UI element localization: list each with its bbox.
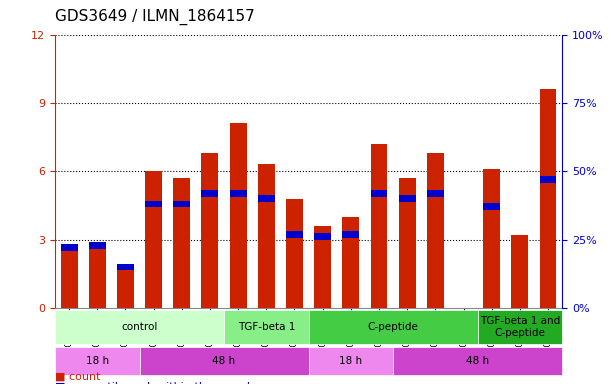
Bar	[483, 169, 500, 308]
Text: TGF-beta 1 and
C-peptide: TGF-beta 1 and C-peptide	[480, 316, 560, 338]
Bar	[145, 201, 162, 207]
Bar	[89, 244, 106, 308]
Bar	[286, 199, 303, 308]
Bar	[342, 217, 359, 308]
Bar	[370, 190, 387, 197]
Bar	[89, 242, 106, 248]
Bar	[399, 178, 415, 308]
Bar	[202, 153, 218, 308]
Bar	[427, 153, 444, 308]
Text: 18 h: 18 h	[86, 356, 109, 366]
Bar	[174, 201, 190, 207]
Bar	[258, 164, 275, 308]
Bar	[314, 233, 331, 240]
Text: GDS3649 / ILMN_1864157: GDS3649 / ILMN_1864157	[55, 9, 255, 25]
Bar	[427, 190, 444, 197]
Bar	[370, 144, 387, 308]
Text: ■ count: ■ count	[55, 372, 100, 382]
Bar	[117, 269, 134, 308]
FancyBboxPatch shape	[224, 310, 309, 344]
FancyBboxPatch shape	[55, 310, 224, 344]
Bar	[258, 195, 275, 202]
FancyBboxPatch shape	[478, 310, 562, 344]
FancyBboxPatch shape	[393, 347, 562, 375]
FancyBboxPatch shape	[139, 347, 309, 375]
Bar	[230, 123, 247, 308]
Bar	[511, 235, 529, 308]
Text: 48 h: 48 h	[466, 356, 489, 366]
Text: control: control	[122, 322, 158, 332]
Bar	[174, 178, 190, 308]
Bar	[145, 171, 162, 308]
Bar	[60, 244, 78, 251]
Text: ■ percentile rank within the sample: ■ percentile rank within the sample	[55, 382, 257, 384]
Bar	[342, 231, 359, 238]
Text: C-peptide: C-peptide	[368, 322, 419, 332]
Bar	[483, 204, 500, 210]
Bar	[286, 231, 303, 238]
Bar	[202, 190, 218, 197]
Text: 48 h: 48 h	[213, 356, 236, 366]
FancyBboxPatch shape	[55, 347, 139, 375]
Bar	[230, 190, 247, 197]
Text: TGF-beta 1: TGF-beta 1	[238, 322, 295, 332]
Bar	[314, 226, 331, 308]
Bar	[540, 89, 557, 308]
Bar	[540, 176, 557, 183]
Text: 18 h: 18 h	[339, 356, 362, 366]
Bar	[60, 251, 78, 308]
FancyBboxPatch shape	[309, 347, 393, 375]
Bar	[117, 263, 134, 270]
FancyBboxPatch shape	[309, 310, 478, 344]
Bar	[399, 195, 415, 202]
